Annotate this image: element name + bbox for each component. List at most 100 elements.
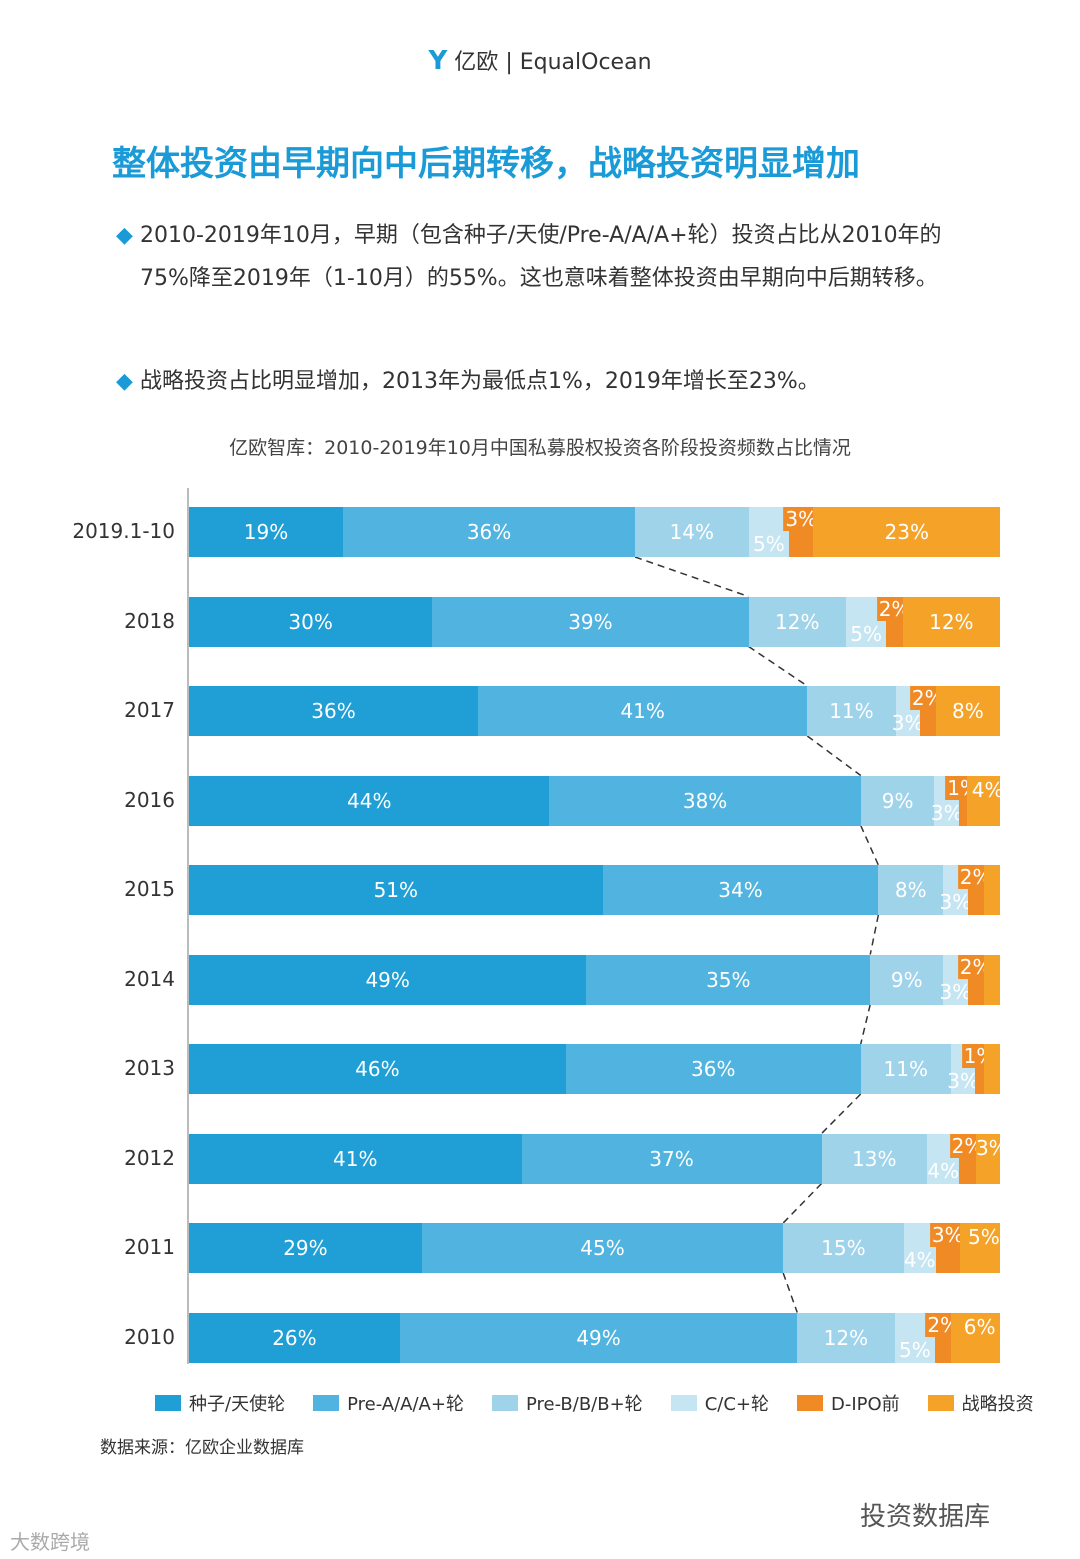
legend-label: C/C+轮 <box>704 1394 769 1415</box>
data-label: 29% <box>283 1236 328 1260</box>
bar-segment <box>189 507 344 557</box>
legend-label: 战略投资 <box>961 1394 1034 1415</box>
diamond-icon: ◆ <box>116 223 133 248</box>
legend-item: D-IPO前 <box>796 1390 900 1416</box>
bar-segment <box>521 1133 822 1184</box>
bar-segment <box>935 686 1000 736</box>
data-label: 15% <box>821 1236 866 1260</box>
data-label: 5% <box>898 1337 931 1362</box>
category-label: 2014 <box>124 966 175 991</box>
legend-item: C/C+轮 <box>670 1390 769 1416</box>
data-label: 39% <box>568 609 613 634</box>
legend-swatch <box>796 1395 823 1411</box>
bar-segment <box>797 1312 895 1363</box>
bullet-1: ◆ 2010-2019年10月，早期（包含种子/天使/Pre-A/A/A+轮）投资… <box>116 214 976 300</box>
legend-item: Pre-A/A/A+轮 <box>313 1390 464 1416</box>
data-label: 9% <box>890 967 923 992</box>
chart-title: 亿欧智库：2010-2019年10月中国私募股权投资各阶段投资频数占比情况 <box>229 437 851 459</box>
trend-dash-segment <box>782 1182 823 1224</box>
data-label: 38% <box>682 788 728 813</box>
data-label: 26% <box>272 1325 317 1350</box>
bar-segment <box>821 1133 927 1184</box>
bar-segment <box>478 686 808 736</box>
bar-segment <box>189 1044 566 1094</box>
data-label: 37% <box>649 1146 694 1171</box>
page-title: 整体投资由早期向中后期转移，战略投资明显增加 <box>112 144 860 184</box>
data-label: 51% <box>373 878 419 902</box>
data-label: 4% <box>971 777 1004 802</box>
bar-segment <box>870 954 944 1005</box>
bar-segment <box>189 775 550 826</box>
data-label: 9% <box>881 788 914 813</box>
bar-segment <box>189 596 433 647</box>
data-label: 45% <box>580 1236 625 1260</box>
early-stage-trend-line <box>634 556 880 1313</box>
data-label: 3% <box>929 1223 966 1247</box>
data-label: 41% <box>333 1146 378 1171</box>
logo-sep: | <box>505 50 513 75</box>
bar-segment <box>860 775 935 826</box>
legend-swatch <box>670 1395 697 1411</box>
data-label: 11% <box>883 1057 929 1081</box>
bar-segment <box>549 775 861 826</box>
bar-segment <box>432 596 749 647</box>
data-label: 49% <box>576 1325 621 1350</box>
logo-mark-icon: Y <box>428 46 448 76</box>
bar-segment <box>399 1312 798 1363</box>
data-label: 49% <box>365 967 410 992</box>
bar-segment <box>967 775 1000 826</box>
legend: 种子/天使轮 Pre-A/A/A+轮 Pre-B/B/B+轮 C/C+轮 D-IPO前 战… <box>155 1390 1034 1416</box>
data-label: 3% <box>783 507 820 531</box>
bar-segment <box>602 865 879 915</box>
bullet-text: 战略投资占比明显增加，2013年为最低点1%，2019年增长至23%。 <box>140 369 820 394</box>
bar-segment <box>783 1223 904 1273</box>
data-label: 5% <box>968 1225 1000 1249</box>
bar-segment <box>586 954 871 1005</box>
data-label: 5% <box>752 532 785 556</box>
bar-segment <box>902 596 1000 647</box>
category-label: 2011 <box>124 1235 175 1259</box>
data-label: 3% <box>891 711 924 735</box>
source-note: 数据来源：亿欧企业数据库 <box>100 1438 304 1458</box>
legend-item: 战略投资 <box>927 1390 1034 1416</box>
legend-label: 种子/天使轮 <box>189 1394 286 1415</box>
bar-segment <box>983 954 1000 1005</box>
data-label: 3% <box>947 1069 979 1093</box>
bar-segment <box>983 865 1000 915</box>
bar-segment <box>807 686 896 736</box>
bar-segment <box>635 507 749 557</box>
bar-segment <box>748 596 846 647</box>
data-label: 36% <box>691 1057 736 1081</box>
legend-label: D-IPO前 <box>830 1394 900 1415</box>
bar-segment <box>878 865 944 915</box>
data-label: 8% <box>952 699 984 723</box>
logo: Y 亿欧 | EqualOcean <box>0 44 1080 76</box>
data-label: 14% <box>669 520 715 544</box>
legend-swatch <box>155 1395 181 1411</box>
bar-segment <box>189 865 603 915</box>
legend-item: Pre-B/B/B+轮 <box>491 1390 643 1416</box>
category-label: 2010 <box>124 1324 175 1349</box>
legend-swatch <box>927 1395 954 1411</box>
trend-dash-segment <box>860 1004 871 1045</box>
bar-segment <box>959 1223 1000 1273</box>
category-label: 2019.1-10 <box>72 519 175 543</box>
bar-segment <box>189 954 587 1005</box>
bar-segment <box>343 507 636 557</box>
legend-swatch <box>491 1395 518 1411</box>
data-label: 3% <box>975 1135 1008 1160</box>
data-label: 4% <box>903 1248 936 1272</box>
bar-segment <box>565 1044 861 1094</box>
watermark-left: 大数跨境 <box>10 1530 90 1554</box>
category-label: 2013 <box>124 1056 175 1080</box>
legend-label: Pre-B/B/B+轮 <box>525 1394 643 1415</box>
bar-segment <box>813 507 1000 557</box>
data-label: 46% <box>355 1057 400 1081</box>
data-label: 41% <box>620 699 665 723</box>
data-label: 30% <box>288 609 333 634</box>
legend-swatch <box>313 1395 340 1411</box>
trend-dash-segment <box>869 914 880 955</box>
data-label: 13% <box>852 1146 897 1171</box>
diamond-icon: ◆ <box>116 369 133 394</box>
data-label: 11% <box>829 699 874 723</box>
